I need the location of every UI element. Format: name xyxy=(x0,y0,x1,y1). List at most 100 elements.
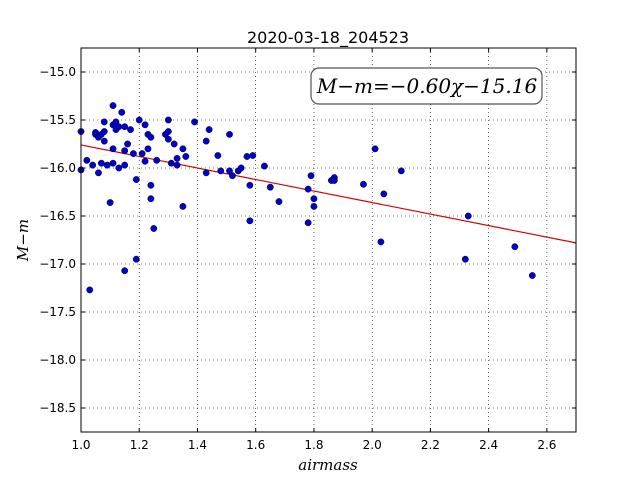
data-point xyxy=(310,202,318,210)
data-point xyxy=(179,145,187,153)
y-tick-label: −17.0 xyxy=(39,257,76,271)
annotation-text: M−m=−0.60χ−15.16 xyxy=(316,74,538,98)
data-point xyxy=(261,162,268,170)
data-point xyxy=(130,150,137,158)
data-point xyxy=(115,164,123,172)
annotation-box xyxy=(310,67,543,105)
x-tick-label: 2.6 xyxy=(537,438,556,452)
data-point xyxy=(103,161,111,169)
fit-annotation: M−m=−0.60χ−15.16 xyxy=(310,67,543,105)
data-point xyxy=(205,126,213,134)
data-point xyxy=(528,272,536,279)
data-point xyxy=(397,167,405,175)
x-tick-label: 2.0 xyxy=(363,438,382,452)
data-point xyxy=(179,202,187,210)
axis-tick-labels: 1.0 1.2 1.4 1.6 1.8 2.0 2.2 2.4 2.6 −15.0 −15.5 −16… xyxy=(39,65,556,452)
data-point xyxy=(377,238,385,246)
data-point xyxy=(304,185,312,193)
data-point xyxy=(121,147,129,155)
y-tick-label: −16.5 xyxy=(39,209,76,223)
data-point xyxy=(100,128,108,135)
data-point xyxy=(118,108,126,116)
data-point xyxy=(144,145,152,153)
data-point xyxy=(164,128,172,135)
data-point xyxy=(173,154,181,162)
data-point xyxy=(100,137,108,145)
data-point xyxy=(121,161,129,169)
fit-line xyxy=(80,144,577,244)
data-point xyxy=(249,152,257,159)
data-point xyxy=(464,212,472,220)
data-point xyxy=(121,267,129,275)
grid-lines xyxy=(80,48,576,432)
data-point xyxy=(243,153,251,160)
data-point xyxy=(226,130,233,138)
data-point xyxy=(106,199,114,206)
data-point xyxy=(371,145,379,153)
data-point xyxy=(511,243,519,251)
data-point xyxy=(304,219,312,227)
data-point xyxy=(380,190,388,198)
data-point xyxy=(275,198,283,206)
data-point xyxy=(310,195,318,203)
data-point xyxy=(229,172,236,180)
data-point xyxy=(164,116,172,124)
data-point xyxy=(141,121,149,129)
x-tick-label: 2.4 xyxy=(479,438,498,452)
data-point xyxy=(246,217,254,225)
data-point xyxy=(164,135,172,143)
data-point xyxy=(150,225,158,232)
x-tick-label: 1.4 xyxy=(188,438,207,452)
chart-title: 2020-03-18_204523 xyxy=(247,28,409,48)
data-point xyxy=(97,159,105,167)
y-tick-label: −18.0 xyxy=(39,353,76,367)
data-point xyxy=(266,183,274,191)
data-point xyxy=(153,156,161,164)
data-point xyxy=(100,118,108,126)
data-point xyxy=(95,169,102,177)
x-tick-label: 1.2 xyxy=(130,438,149,452)
y-tick-label: −15.5 xyxy=(39,113,76,127)
y-tick-label: −15.0 xyxy=(39,65,76,79)
data-point xyxy=(182,153,190,160)
data-point xyxy=(109,145,117,153)
data-point xyxy=(83,156,91,164)
data-point xyxy=(138,150,146,158)
data-point xyxy=(132,176,140,183)
data-point xyxy=(330,177,338,184)
data-point xyxy=(214,152,222,159)
x-axis-label: airmass xyxy=(298,456,358,474)
data-point xyxy=(202,137,210,145)
data-point xyxy=(246,181,254,189)
data-point xyxy=(86,286,94,294)
data-point xyxy=(170,140,178,148)
y-tick-label: −18.5 xyxy=(39,401,76,415)
data-point xyxy=(132,255,140,263)
data-points xyxy=(77,102,536,294)
data-point xyxy=(115,123,123,131)
data-point xyxy=(127,126,134,134)
y-tick-label: −17.5 xyxy=(39,305,76,319)
data-point xyxy=(173,161,181,169)
x-tick-label: 1.0 xyxy=(71,438,90,452)
plot-frame xyxy=(80,47,577,433)
x-tick-label: 2.2 xyxy=(421,438,440,452)
data-point xyxy=(109,102,117,110)
data-point xyxy=(360,180,367,188)
data-point xyxy=(217,167,225,175)
data-point xyxy=(121,123,129,131)
y-tick-label: −16.0 xyxy=(39,161,76,175)
x-tick-label: 1.8 xyxy=(304,438,323,452)
data-point xyxy=(124,140,131,148)
data-point xyxy=(237,164,245,172)
y-axis-label: M−m xyxy=(14,219,32,262)
data-point xyxy=(191,118,198,126)
data-point xyxy=(109,159,117,167)
data-point xyxy=(167,159,175,167)
data-point xyxy=(202,169,210,177)
x-tick-label: 1.6 xyxy=(246,438,265,452)
data-point xyxy=(461,255,469,263)
data-point xyxy=(89,161,97,169)
data-point xyxy=(141,157,149,165)
data-point xyxy=(147,195,155,203)
